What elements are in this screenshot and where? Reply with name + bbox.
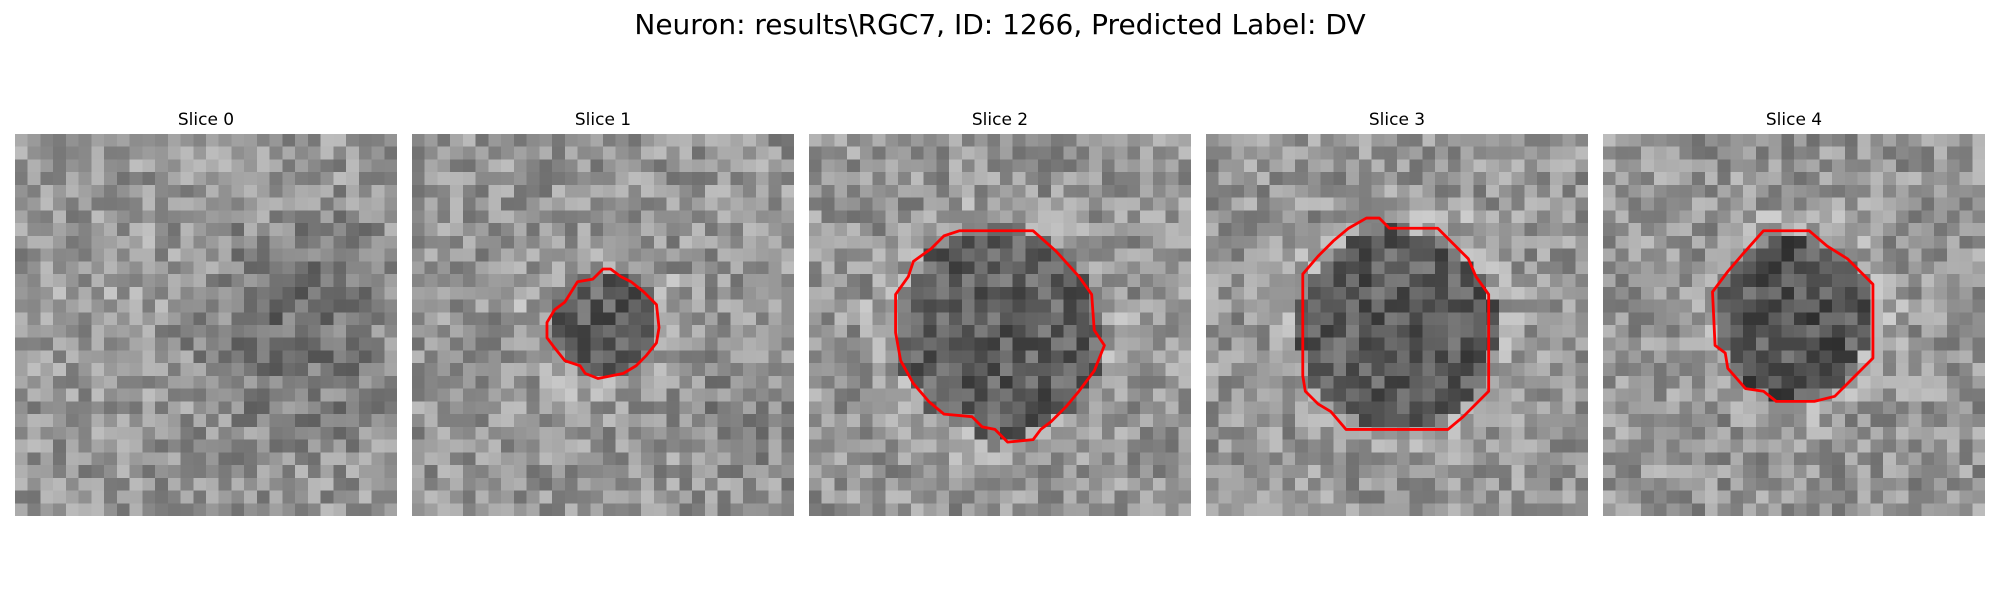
slice-3-image <box>1206 134 1588 516</box>
figure-title: Neuron: results\RGC7, ID: 1266, Predicte… <box>634 8 1366 41</box>
pixel-grid <box>15 134 397 516</box>
pixel-grid <box>809 134 1191 516</box>
slice-1-image <box>412 134 794 516</box>
slice-4-title: Slice 4 <box>1765 110 1823 130</box>
slice-3-contour <box>1301 216 1491 431</box>
slice-0-image <box>15 134 397 516</box>
slice-3-title: Slice 3 <box>1368 110 1426 130</box>
pixel-grid <box>1603 134 1985 516</box>
slice-2-contour <box>894 229 1106 444</box>
slice-2-image <box>809 134 1191 516</box>
slice-1-contour <box>545 267 661 380</box>
slice-4-contour <box>1711 229 1875 403</box>
slice-2-title: Slice 2 <box>971 110 1029 130</box>
pixel-grid <box>412 134 794 516</box>
slice-4-image <box>1603 134 1985 516</box>
slice-0-title: Slice 0 <box>177 110 235 130</box>
pixel-grid <box>1206 134 1588 516</box>
slice-1-title: Slice 1 <box>574 110 632 130</box>
